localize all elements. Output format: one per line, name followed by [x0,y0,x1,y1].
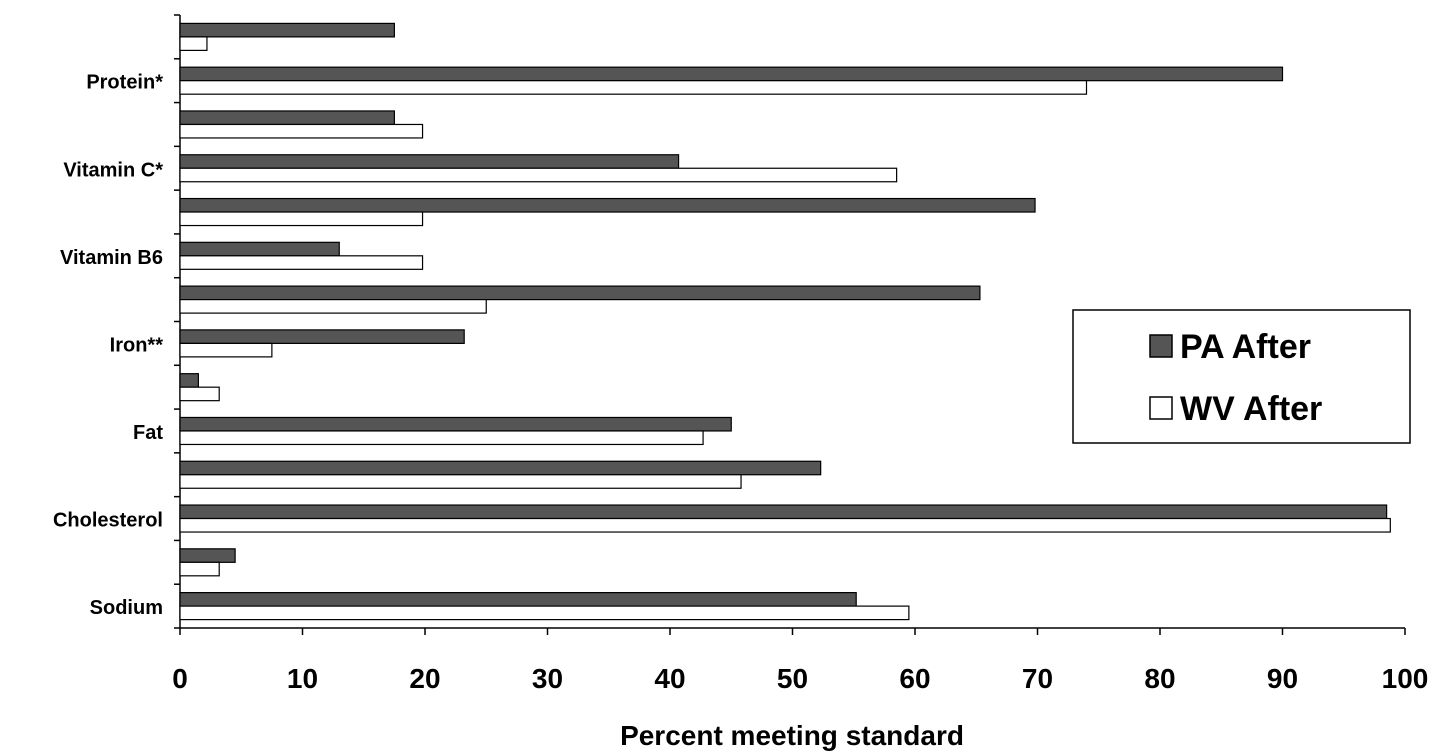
legend-label: PA After [1180,328,1311,366]
x-axis-title: Percent meeting standard [620,720,964,751]
bar-wv-after [179,561,220,577]
bar-pa-after [179,110,395,126]
bar-wv-after [179,211,424,227]
category-labels: Protein* Vitamin C* Vitamin B6 Iron** Fat Cho… [53,72,163,619]
bar-wv-after [179,80,1088,95]
bar-wv-after [179,167,898,183]
x-tick-labels: 0 10 20 30 40 50 60 70 80 90 100 [172,663,1428,694]
bar-wv-after [179,430,704,446]
bar-pa-after [179,548,236,563]
legend-swatch [1149,396,1173,420]
x-tick-label: 60 [899,663,930,694]
bar-pa-after [179,416,732,432]
x-tick-label: 20 [409,663,440,694]
bar-pa-after [179,285,981,301]
bar-pa-after [179,460,822,476]
bar-pa-after [179,373,199,388]
x-tick-label: 0 [172,663,188,694]
x-tick-label: 10 [287,663,318,694]
bar-pa-after [179,329,465,344]
legend-label: WV After [1180,390,1322,428]
bar-wv-after [179,474,742,489]
bar-wv-after [179,123,424,139]
bar-wv-after [179,605,910,621]
x-tick-label: 70 [1022,663,1053,694]
bar-pa-after [179,592,857,607]
category-label: Protein* [86,72,163,94]
x-tick-label: 50 [777,663,808,694]
bar-pa-after [179,241,340,257]
x-tick-label: 90 [1267,663,1298,694]
bar-wv-after [179,386,220,402]
category-label: Sodium [90,597,163,619]
x-tick-label: 80 [1144,663,1175,694]
bar-pa-after [179,197,1036,213]
category-label: Vitamin B6 [60,247,163,269]
bar-wv-after [179,342,273,358]
x-tick-label: 100 [1382,663,1429,694]
bar-wv-after [179,255,424,270]
bar-wv-after [179,36,208,51]
bar-pa-after [179,154,680,169]
bars [179,22,1391,621]
bar-wv-after [179,517,1391,533]
category-label: Iron** [110,334,164,356]
x-tick-label: 40 [654,663,685,694]
legend: PA After WV After [1072,309,1411,444]
x-tick-label: 30 [532,663,563,694]
legend-box [1072,309,1411,444]
bar-pa-after [179,22,395,38]
bar-pa-after [179,504,1388,520]
category-label: Cholesterol [53,510,163,532]
bar-pa-after [179,66,1284,82]
bar-wv-after [179,299,487,314]
legend-swatch [1149,334,1173,358]
category-label: Vitamin C* [63,159,163,181]
category-label: Fat [133,422,163,444]
